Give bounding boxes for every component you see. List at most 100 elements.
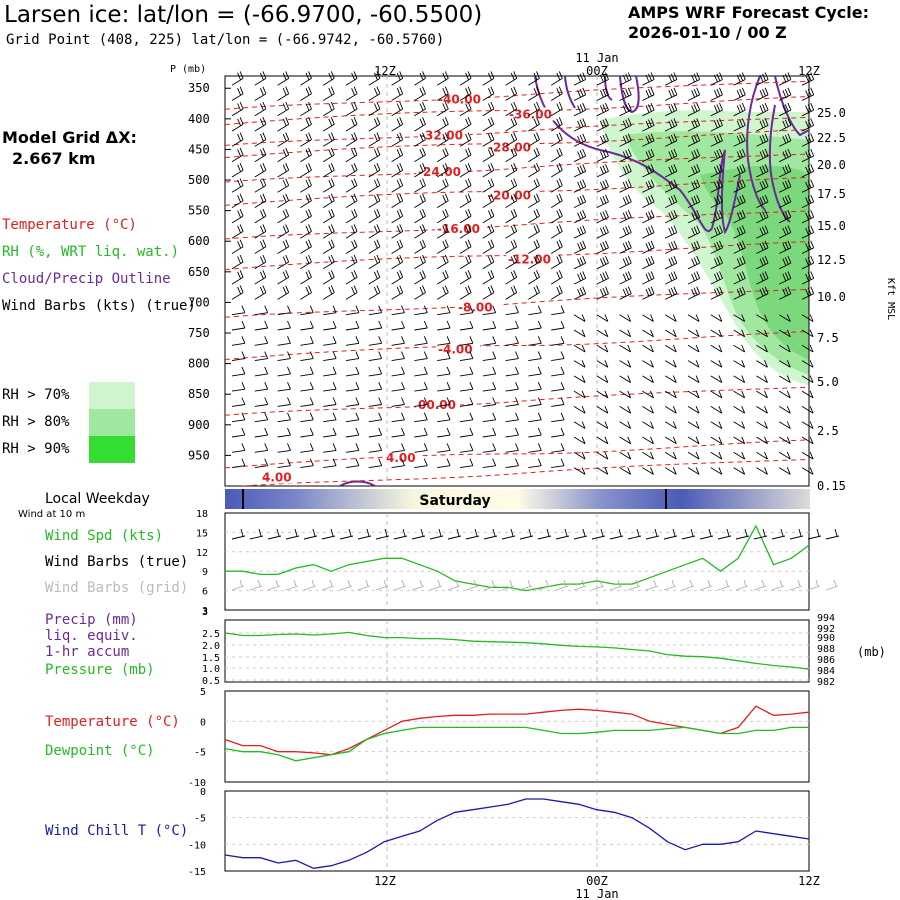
cross-barb-8-20 — [687, 194, 701, 209]
cross-barb-8-6 — [368, 193, 381, 208]
cross-barb-11-0 — [231, 239, 244, 254]
cross-barb-21-24 — [778, 406, 791, 414]
pressure-panel-frame — [224, 619, 810, 683]
cross-barb-15-8 — [414, 305, 428, 316]
cross-barb-20-15 — [573, 390, 586, 399]
cross-barb-25-8 — [414, 458, 428, 469]
cross-barb-2-16 — [596, 102, 609, 117]
cross-barb-20-16 — [596, 390, 609, 399]
grid-barb-22 — [627, 579, 641, 591]
cross-barb-20-1 — [254, 382, 269, 392]
cross-barb-25-21 — [710, 467, 723, 475]
cross-barb-18-18 — [642, 360, 654, 368]
cross-barb-15-11 — [482, 305, 497, 316]
chill-tick--10: -10 — [188, 840, 206, 851]
cross-barb-20-25 — [801, 390, 814, 399]
cross-barb-10-13 — [528, 224, 540, 239]
cross-barb-16-22 — [733, 329, 746, 338]
cross-barb-15-17 — [619, 314, 632, 322]
cross-barb-25-10 — [459, 458, 474, 469]
cross-barb-15-0 — [231, 305, 246, 316]
cross-barb-5-0 — [231, 147, 244, 163]
cross-barb-2-8 — [414, 101, 426, 117]
true-barb-15 — [501, 528, 516, 540]
cross-barb-5-22 — [733, 148, 746, 163]
cross-barb-9-7 — [391, 208, 404, 224]
true-barb-24 — [663, 528, 678, 540]
cross-barb-21-23 — [756, 406, 768, 414]
grid-barb-21 — [609, 579, 623, 591]
cross-barb-13-6 — [368, 270, 381, 285]
cross-barb-11-23 — [756, 240, 769, 254]
temp-label-bg-11 — [384, 450, 420, 464]
cross-barb-19-18 — [642, 375, 654, 383]
cross-barb-0-22 — [733, 72, 746, 86]
cross-barb-16-24 — [778, 329, 791, 338]
cross-barb-10-16 — [596, 225, 609, 239]
temp-contour-8 — [225, 288, 809, 318]
cross-barb-17-10 — [459, 336, 474, 346]
cross-barb-10-22 — [733, 225, 746, 239]
cross-barb-18-5 — [345, 351, 360, 362]
cross-barb-23-5 — [345, 427, 360, 438]
cross-barb-3-22 — [733, 118, 746, 132]
cross-barb-24-23 — [756, 451, 768, 460]
cross-barb-10-17 — [619, 225, 632, 239]
cross-barb-11-3 — [300, 239, 312, 254]
cross-barb-1-11 — [482, 86, 495, 101]
cross-barb-13-2 — [277, 270, 290, 285]
cross-barb-11-16 — [596, 240, 609, 254]
pressure-unit-label: (mb) — [857, 645, 886, 659]
cross-barb-0-19 — [665, 72, 678, 86]
height-tick-4: 15.0 — [817, 219, 846, 233]
cross-barb-22-10 — [459, 412, 474, 423]
cross-barb-7-21 — [710, 179, 723, 193]
cross-barb-23-9 — [437, 427, 451, 438]
legend-rh70-swatch — [89, 382, 135, 409]
cross-barb-1-24 — [779, 87, 792, 101]
temp-contour-7 — [225, 241, 809, 271]
cross-barb-1-6 — [368, 86, 381, 101]
cross-barb-3-14 — [550, 117, 563, 132]
grid-barb-14 — [483, 579, 497, 591]
cross-barb-7-19 — [665, 179, 678, 193]
precip-tick-0: 2.5 — [202, 629, 220, 640]
cross-barb-11-1 — [254, 239, 267, 254]
cross-barb-11-25 — [801, 240, 815, 254]
cloud-outline-5 — [746, 76, 766, 211]
height-tick-0: 25.0 — [817, 106, 846, 120]
precip-label-line2: liq. equiv. — [45, 628, 138, 644]
cross-barb-8-18 — [642, 194, 655, 209]
cross-barb-8-25 — [801, 194, 815, 209]
cross-barb-23-0 — [231, 427, 246, 438]
precip-tick-2: 1.5 — [202, 653, 220, 664]
cross-barb-25-2 — [277, 458, 291, 469]
cross-barb-5-12 — [505, 147, 518, 163]
cross-barb-21-8 — [414, 397, 428, 407]
cross-barb-13-12 — [505, 270, 518, 285]
cross-barb-8-24 — [779, 194, 792, 209]
cross-barb-15-18 — [642, 314, 654, 322]
cross-barb-20-3 — [300, 382, 314, 392]
temp-panel-frame — [224, 690, 810, 783]
cross-barb-25-4 — [323, 458, 337, 469]
cross-barb-19-22 — [733, 375, 746, 383]
cross-barb-3-15 — [573, 118, 587, 132]
cross-barb-20-2 — [277, 382, 291, 392]
cross-barb-5-4 — [322, 147, 335, 163]
temperature-line — [224, 705, 810, 756]
cross-barb-22-13 — [528, 412, 542, 423]
cross-barb-22-9 — [437, 412, 451, 423]
cross-barb-3-3 — [300, 117, 312, 132]
cross-barb-23-6 — [368, 427, 383, 438]
cross-barb-9-21 — [710, 210, 723, 224]
grid-barb-25 — [681, 579, 695, 591]
cross-barb-16-25 — [801, 329, 814, 338]
cross-barb-6-6 — [368, 163, 381, 178]
cross-barb-9-23 — [756, 210, 769, 224]
cross-barb-18-13 — [528, 351, 542, 362]
cross-barb-23-21 — [710, 436, 723, 445]
cross-barb-13-8 — [414, 270, 426, 285]
cross-barb-0-17 — [619, 72, 632, 86]
cross-barb-8-9 — [436, 193, 449, 208]
